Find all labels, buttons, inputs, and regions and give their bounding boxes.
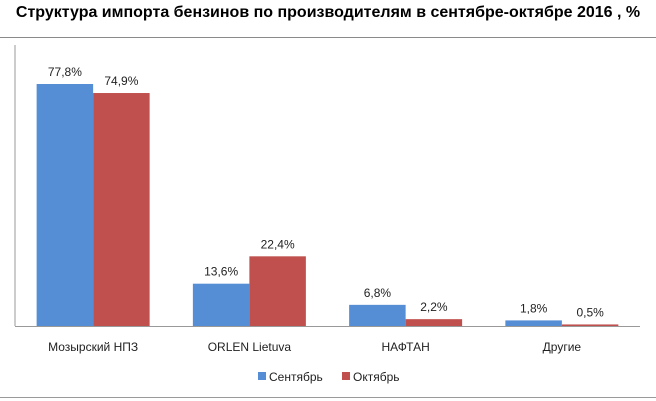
data-label: 22,4% — [261, 237, 295, 251]
data-label: 77,8% — [48, 65, 82, 79]
bar-Октябрь — [405, 319, 463, 326]
bar-Октябрь — [93, 93, 150, 326]
divider — [0, 397, 656, 398]
bar-Октябрь — [249, 256, 306, 326]
category-label: ORLEN Lietuva — [208, 340, 292, 354]
divider — [0, 37, 656, 38]
category-label: Мозырский НПЗ — [48, 340, 138, 354]
bar-Сентябрь — [349, 304, 406, 326]
bar-Октябрь — [561, 324, 619, 326]
data-label: 0,5% — [576, 305, 604, 319]
legend-swatch — [258, 372, 266, 380]
data-label: 74,9% — [104, 74, 138, 88]
legend-label: Сентябрь — [269, 370, 323, 384]
data-label: 6,8% — [364, 286, 392, 300]
category-label: Другие — [543, 340, 582, 354]
chart-title: Структура импорта бензинов по производит… — [15, 4, 641, 21]
bar-Сентябрь — [36, 84, 94, 326]
data-label: 13,6% — [204, 265, 238, 279]
data-label: 1,8% — [520, 301, 548, 315]
data-label: 2,2% — [420, 300, 448, 314]
bar-Сентябрь — [505, 320, 562, 326]
legend-label: Октябрь — [353, 370, 400, 384]
category-label: НАФТАН — [381, 340, 429, 354]
bar-Сентябрь — [192, 283, 250, 326]
legend-swatch — [342, 372, 350, 380]
